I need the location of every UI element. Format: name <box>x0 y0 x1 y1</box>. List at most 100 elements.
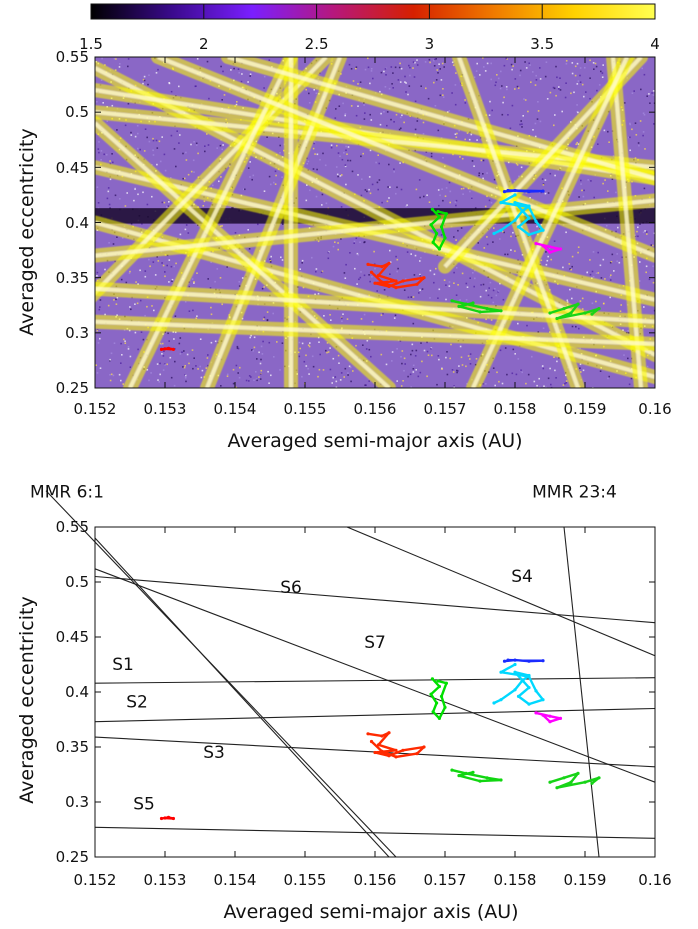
trajectory-point <box>534 689 538 693</box>
heatmap-speck <box>504 253 506 256</box>
heatmap-speck <box>142 82 144 85</box>
heatmap-speck <box>465 299 468 301</box>
heatmap-speck <box>134 303 136 305</box>
heatmap-speck <box>411 349 414 352</box>
heatmap-speck <box>399 62 401 65</box>
heatmap-speck <box>550 258 552 261</box>
heatmap-speck <box>142 78 145 81</box>
heatmap-speck <box>482 173 484 175</box>
heatmap-speck <box>248 375 251 377</box>
heatmap-speck <box>405 91 407 93</box>
heatmap-speck <box>335 386 338 388</box>
x-tick-label: 0.156 <box>354 871 397 889</box>
heatmap-speck <box>248 380 250 382</box>
heatmap-speck <box>317 375 319 378</box>
heatmap-speck <box>114 194 117 197</box>
heatmap-speck <box>440 79 443 81</box>
heatmap-speck <box>547 377 550 380</box>
heatmap-speck <box>113 58 116 60</box>
heatmap-speck <box>618 261 621 264</box>
heatmap-speck <box>335 380 338 383</box>
trajectory-point <box>450 768 454 772</box>
heatmap-speck <box>514 250 516 252</box>
heatmap-speck <box>156 363 159 365</box>
heatmap-speck <box>124 340 126 342</box>
heatmap-speck <box>501 382 504 385</box>
heatmap-speck <box>433 81 435 84</box>
heatmap-speck <box>443 279 446 281</box>
heatmap-speck <box>320 271 323 274</box>
heatmap-speck <box>460 356 463 359</box>
heatmap-speck <box>378 179 381 181</box>
heatmap-speck <box>248 248 251 250</box>
heatmap-speck <box>344 114 346 117</box>
heatmap-speck <box>389 261 392 263</box>
heatmap-speck <box>347 146 350 148</box>
heatmap-speck <box>168 201 170 203</box>
heatmap-speck <box>261 287 264 290</box>
heatmap-speck <box>219 144 222 147</box>
trajectory-point <box>422 745 426 749</box>
heatmap-speck <box>420 257 422 259</box>
heatmap-speck <box>510 249 512 251</box>
heatmap-speck <box>475 358 478 360</box>
heatmap-speck <box>178 142 180 144</box>
heatmap-speck <box>552 86 555 89</box>
heatmap-speck <box>209 287 212 289</box>
heatmap-speck <box>372 77 374 80</box>
heatmap-speck <box>127 346 130 348</box>
heatmap-speck <box>319 353 321 356</box>
heatmap-speck <box>544 179 547 181</box>
line-label: S7 <box>364 633 386 653</box>
heatmap-speck <box>577 143 580 145</box>
heatmap-speck <box>646 95 648 97</box>
heatmap-speck <box>484 205 487 208</box>
heatmap-speck <box>137 348 139 351</box>
heatmap-speck <box>412 371 415 373</box>
heatmap-speck <box>314 153 316 155</box>
heatmap-speck <box>187 173 190 176</box>
heatmap-speck <box>535 74 537 77</box>
heatmap-speck <box>330 319 332 321</box>
heatmap-speck <box>355 237 358 240</box>
heatmap-speck <box>454 133 457 135</box>
heatmap-speck <box>384 86 387 88</box>
heatmap-speck <box>274 170 277 173</box>
heatmap-speck <box>469 363 472 365</box>
heatmap-speck <box>446 111 449 113</box>
heatmap-speck <box>195 317 198 319</box>
heatmap-speck <box>451 369 454 371</box>
heatmap-speck <box>369 82 371 85</box>
heatmap-speck <box>307 367 309 370</box>
heatmap-speck <box>153 309 155 312</box>
heatmap-speck <box>511 68 513 71</box>
heatmap-speck <box>151 164 153 166</box>
trajectory <box>548 772 601 789</box>
heatmap-speck <box>176 130 178 132</box>
heatmap-speck <box>109 374 111 376</box>
heatmap-speck <box>405 82 407 84</box>
heatmap-speck <box>466 286 469 288</box>
trajectory-point <box>576 771 580 776</box>
x-tick-label: 0.154 <box>214 400 257 418</box>
heatmap-speck <box>608 375 610 378</box>
heatmap-speck <box>412 322 415 325</box>
y-tick-label: 0.55 <box>56 48 89 66</box>
heatmap-speck <box>130 222 133 225</box>
heatmap-speck <box>279 152 281 154</box>
heatmap-speck <box>311 355 314 358</box>
heatmap-speck <box>127 58 130 60</box>
heatmap-speck <box>124 205 127 207</box>
heatmap-speck <box>350 380 352 383</box>
heatmap-speck <box>148 379 150 382</box>
heatmap-speck <box>193 357 195 359</box>
heatmap-speck <box>309 342 311 344</box>
heatmap-speck <box>418 179 421 181</box>
heatmap-speck <box>526 324 528 327</box>
heatmap-speck <box>445 298 447 301</box>
heatmap-speck <box>456 369 458 372</box>
heatmap-speck <box>534 135 537 138</box>
heatmap-speck <box>629 149 631 152</box>
top-panel: 0.25 0.3 0.35 0.4 0.45 0.5 0.55 0.152 0.… <box>16 48 672 452</box>
